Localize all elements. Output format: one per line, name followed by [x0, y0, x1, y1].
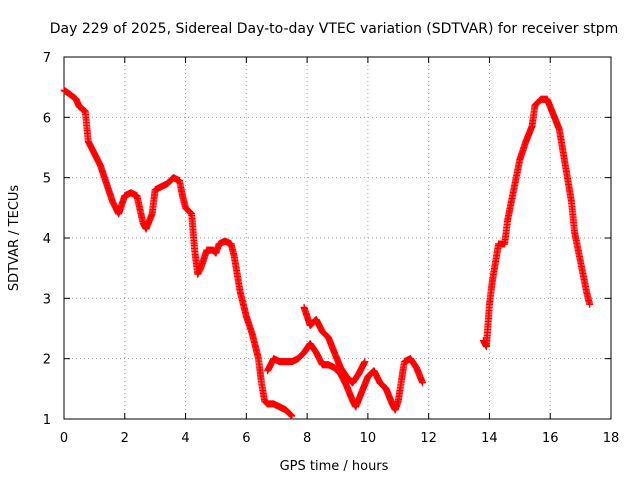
y-axis: 1 2 3 4 5 6 7 [43, 51, 611, 428]
y-tick-label: 3 [43, 292, 51, 307]
series-stpm-segment-1 [60, 86, 296, 420]
y-tick-label: 6 [43, 111, 51, 126]
x-tick-label: 18 [603, 431, 620, 446]
data-point [361, 358, 369, 366]
y-tick-label: 5 [43, 172, 51, 187]
x-tick-label: 2 [121, 431, 129, 446]
series-stpm-segment-3 [300, 303, 369, 387]
y-axis-label: SDTVAR / TECUs [7, 185, 22, 292]
x-tick-label: 4 [181, 431, 189, 446]
grid-lines [64, 57, 611, 419]
x-axis-label: GPS time / hours [280, 459, 389, 474]
chart-title: Day 229 of 2025, Sidereal Day-to-day VTE… [50, 21, 619, 37]
data-point [586, 300, 594, 308]
y-tick-label: 1 [43, 413, 51, 428]
x-tick-label: 14 [481, 431, 498, 446]
series-stpm-segment-4 [479, 95, 594, 351]
x-tick-label: 6 [242, 431, 250, 446]
data-series [60, 86, 594, 420]
x-tick-label: 16 [542, 431, 559, 446]
x-tick-label: 0 [60, 431, 68, 446]
data-point [419, 379, 427, 387]
y-tick-label: 7 [43, 51, 51, 66]
series-stpm-segment-2 [264, 340, 427, 414]
x-tick-label: 10 [360, 431, 377, 446]
data-point [288, 412, 296, 420]
y-tick-label: 4 [43, 232, 51, 247]
y-tick-label: 2 [43, 353, 51, 368]
x-tick-label: 8 [303, 431, 311, 446]
x-axis: 0 2 4 6 8 10 12 14 16 18 [60, 57, 619, 446]
x-tick-label: 12 [420, 431, 437, 446]
